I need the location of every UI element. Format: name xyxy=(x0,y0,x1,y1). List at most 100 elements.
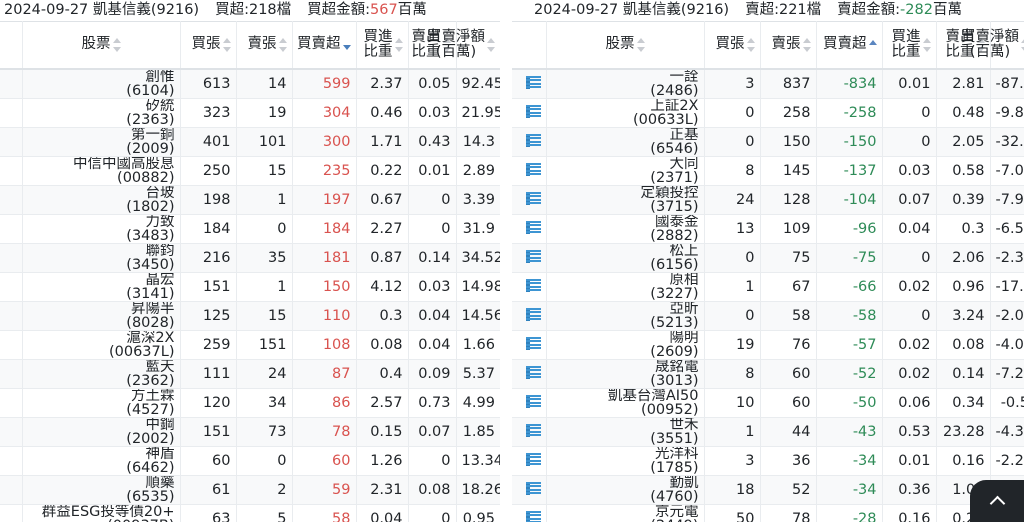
list-icon[interactable] xyxy=(525,249,541,263)
table-row[interactable]: 力致 (3483) 184 0 184 2.27 0 31.9 xyxy=(0,214,500,244)
table-row[interactable]: 晟銘電(3013)860-520.020.14-7.28 xyxy=(512,359,1024,389)
list-icon[interactable] xyxy=(525,481,541,495)
list-icon[interactable] xyxy=(525,75,541,89)
list-icon[interactable] xyxy=(525,307,541,321)
list-icon[interactable] xyxy=(525,423,541,437)
sell-row-menu-cell[interactable] xyxy=(512,98,547,128)
buy-column-header-3[interactable]: 買賣超 xyxy=(292,21,357,70)
stock-name-cell[interactable]: 神盾 (6462) xyxy=(22,446,181,476)
table-row[interactable]: 滬深2X (00637L) 259 151 108 0.08 0.04 1.66 xyxy=(0,330,500,360)
stock-name-cell[interactable]: 中鋼 (2002) xyxy=(22,417,181,447)
list-icon[interactable] xyxy=(525,365,541,379)
stock-name-cell[interactable]: 藍天 (2362) xyxy=(22,359,181,389)
stock-name-cell[interactable]: 方土霖 (4527) xyxy=(22,388,181,418)
table-row[interactable]: 神盾 (6462) 60 0 60 1.26 0 13.34 xyxy=(0,446,500,476)
stock-name-cell[interactable]: 國泰金 (2882) xyxy=(546,214,705,244)
stock-name-cell[interactable]: 群益ESG投等債20+(00937B) xyxy=(22,504,181,522)
stock-name-cell[interactable]: 凱基台灣AI50 (00952) xyxy=(546,388,705,418)
stock-name-cell[interactable]: 滬深2X (00637L) xyxy=(22,330,181,360)
list-icon[interactable] xyxy=(525,510,541,522)
table-row[interactable]: 聯鈞 (3450) 216 35 181 0.87 0.14 34.52 xyxy=(0,243,500,273)
stock-name-cell[interactable]: 台玻 (1802) xyxy=(22,185,181,215)
sell-row-menu-cell[interactable] xyxy=(512,359,547,389)
list-icon[interactable] xyxy=(525,278,541,292)
table-row[interactable]: 中信中國高股息 (00882) 250 15 235 0.22 0.01 2.89 xyxy=(0,156,500,186)
stock-name-cell[interactable]: 正基 (6546) xyxy=(546,127,705,157)
sell-row-menu-cell[interactable] xyxy=(512,214,547,244)
sell-row-menu-cell[interactable] xyxy=(512,127,547,157)
stock-name-cell[interactable]: 一詮 (2486) xyxy=(546,68,705,99)
sell-column-header-3[interactable]: 買賣超 xyxy=(816,21,883,70)
stock-name-cell[interactable]: 力致 (3483) xyxy=(22,214,181,244)
buy-column-header-0[interactable]: 股票 xyxy=(22,21,181,70)
stock-name-cell[interactable]: 上証2X (00633L) xyxy=(546,98,705,128)
buy-column-header-6[interactable]: 買賣淨額 (百萬) xyxy=(427,21,500,70)
stock-name-cell[interactable]: 定穎投控 (3715) xyxy=(546,185,705,215)
sell-row-menu-cell[interactable] xyxy=(512,272,547,302)
table-row[interactable]: 晶宏 (3141) 151 1 150 4.12 0.03 14.98 xyxy=(0,272,500,302)
stock-name-cell[interactable]: 京元電(2449) xyxy=(546,504,705,522)
stock-name-cell[interactable]: 中信中國高股息 (00882) xyxy=(22,156,181,186)
stock-name-cell[interactable]: 順藥 (6535) xyxy=(22,475,181,505)
list-icon[interactable] xyxy=(525,336,541,350)
sell-row-menu-cell[interactable] xyxy=(512,68,547,99)
list-icon[interactable] xyxy=(525,220,541,234)
buy-column-header-1[interactable]: 買張 xyxy=(180,21,237,70)
sell-row-menu-cell[interactable] xyxy=(512,388,547,418)
table-row[interactable]: 光洋科(1785)336-340.010.16-2.25 xyxy=(512,446,1024,476)
scroll-to-top-button[interactable] xyxy=(970,480,1024,522)
sell-row-menu-cell[interactable] xyxy=(512,330,547,360)
buy-column-header-5[interactable]: 賣出 比重 xyxy=(408,21,457,70)
table-row[interactable]: 原相(3227)167-660.020.96-17.72 xyxy=(512,272,1024,302)
sell-column-header-0[interactable]: 股票 xyxy=(546,21,705,70)
table-row[interactable]: 藍天 (2362) 111 24 87 0.4 0.09 5.37 xyxy=(0,359,500,389)
stock-name-cell[interactable]: 光洋科 (1785) xyxy=(546,446,705,476)
stock-name-cell[interactable]: 第一銅 (2009) xyxy=(22,127,181,157)
sell-row-menu-cell[interactable] xyxy=(512,301,547,331)
stock-name-cell[interactable]: 創惟 (6104) xyxy=(22,68,181,99)
stock-name-cell[interactable]: 陽明 (2609) xyxy=(546,330,705,360)
sell-row-menu-cell[interactable] xyxy=(512,504,547,522)
list-icon[interactable] xyxy=(525,452,541,466)
list-icon[interactable] xyxy=(525,104,541,118)
table-row[interactable]: 方土霖 (4527) 120 34 86 2.57 0.73 4.99 xyxy=(0,388,500,418)
sell-column-header-2[interactable]: 賣張 xyxy=(760,21,817,70)
table-row[interactable]: 台玻 (1802) 198 1 197 0.67 0 3.39 xyxy=(0,185,500,215)
sell-column-header-6[interactable]: 買賣淨額 (百萬) xyxy=(961,21,1024,70)
sell-column-header-5[interactable]: 賣出 比重 xyxy=(936,21,991,70)
list-icon[interactable] xyxy=(525,191,541,205)
table-row[interactable]: 中鋼 (2002) 151 73 78 0.15 0.07 1.85 xyxy=(0,417,500,447)
stock-name-cell[interactable]: 聯鈞 (3450) xyxy=(22,243,181,273)
stock-name-cell[interactable]: 世禾 (3551) xyxy=(546,417,705,447)
stock-name-cell[interactable]: 大同 (2371) xyxy=(546,156,705,186)
sell-column-header-1[interactable]: 買張 xyxy=(704,21,761,70)
buy-column-header-2[interactable]: 賣張 xyxy=(236,21,293,70)
table-row[interactable]: 昇陽半 (8028) 125 15 110 0.3 0.04 14.56 xyxy=(0,301,500,331)
table-row[interactable]: 創惟 (6104) 613 14 599 2.37 0.05 92.45 xyxy=(0,68,500,99)
stock-name-cell[interactable]: 勤凱 (4760) xyxy=(546,475,705,505)
sell-row-menu-cell[interactable] xyxy=(512,417,547,447)
sell-row-menu-cell[interactable] xyxy=(512,446,547,476)
table-row[interactable]: 第一銅 (2009) 401 101 300 1.71 0.43 14.3 xyxy=(0,127,500,157)
table-row[interactable]: 矽統 (2363) 323 19 304 0.46 0.03 21.95 xyxy=(0,98,500,128)
list-icon[interactable] xyxy=(525,133,541,147)
sell-row-menu-cell[interactable] xyxy=(512,185,547,215)
stock-name-cell[interactable]: 晟銘電 (3013) xyxy=(546,359,705,389)
stock-name-cell[interactable]: 松上 (6156) xyxy=(546,243,705,273)
stock-name-cell[interactable]: 昇陽半 (8028) xyxy=(22,301,181,331)
list-icon[interactable] xyxy=(525,162,541,176)
list-icon[interactable] xyxy=(525,394,541,408)
stock-name-cell[interactable]: 矽統 (2363) xyxy=(22,98,181,128)
